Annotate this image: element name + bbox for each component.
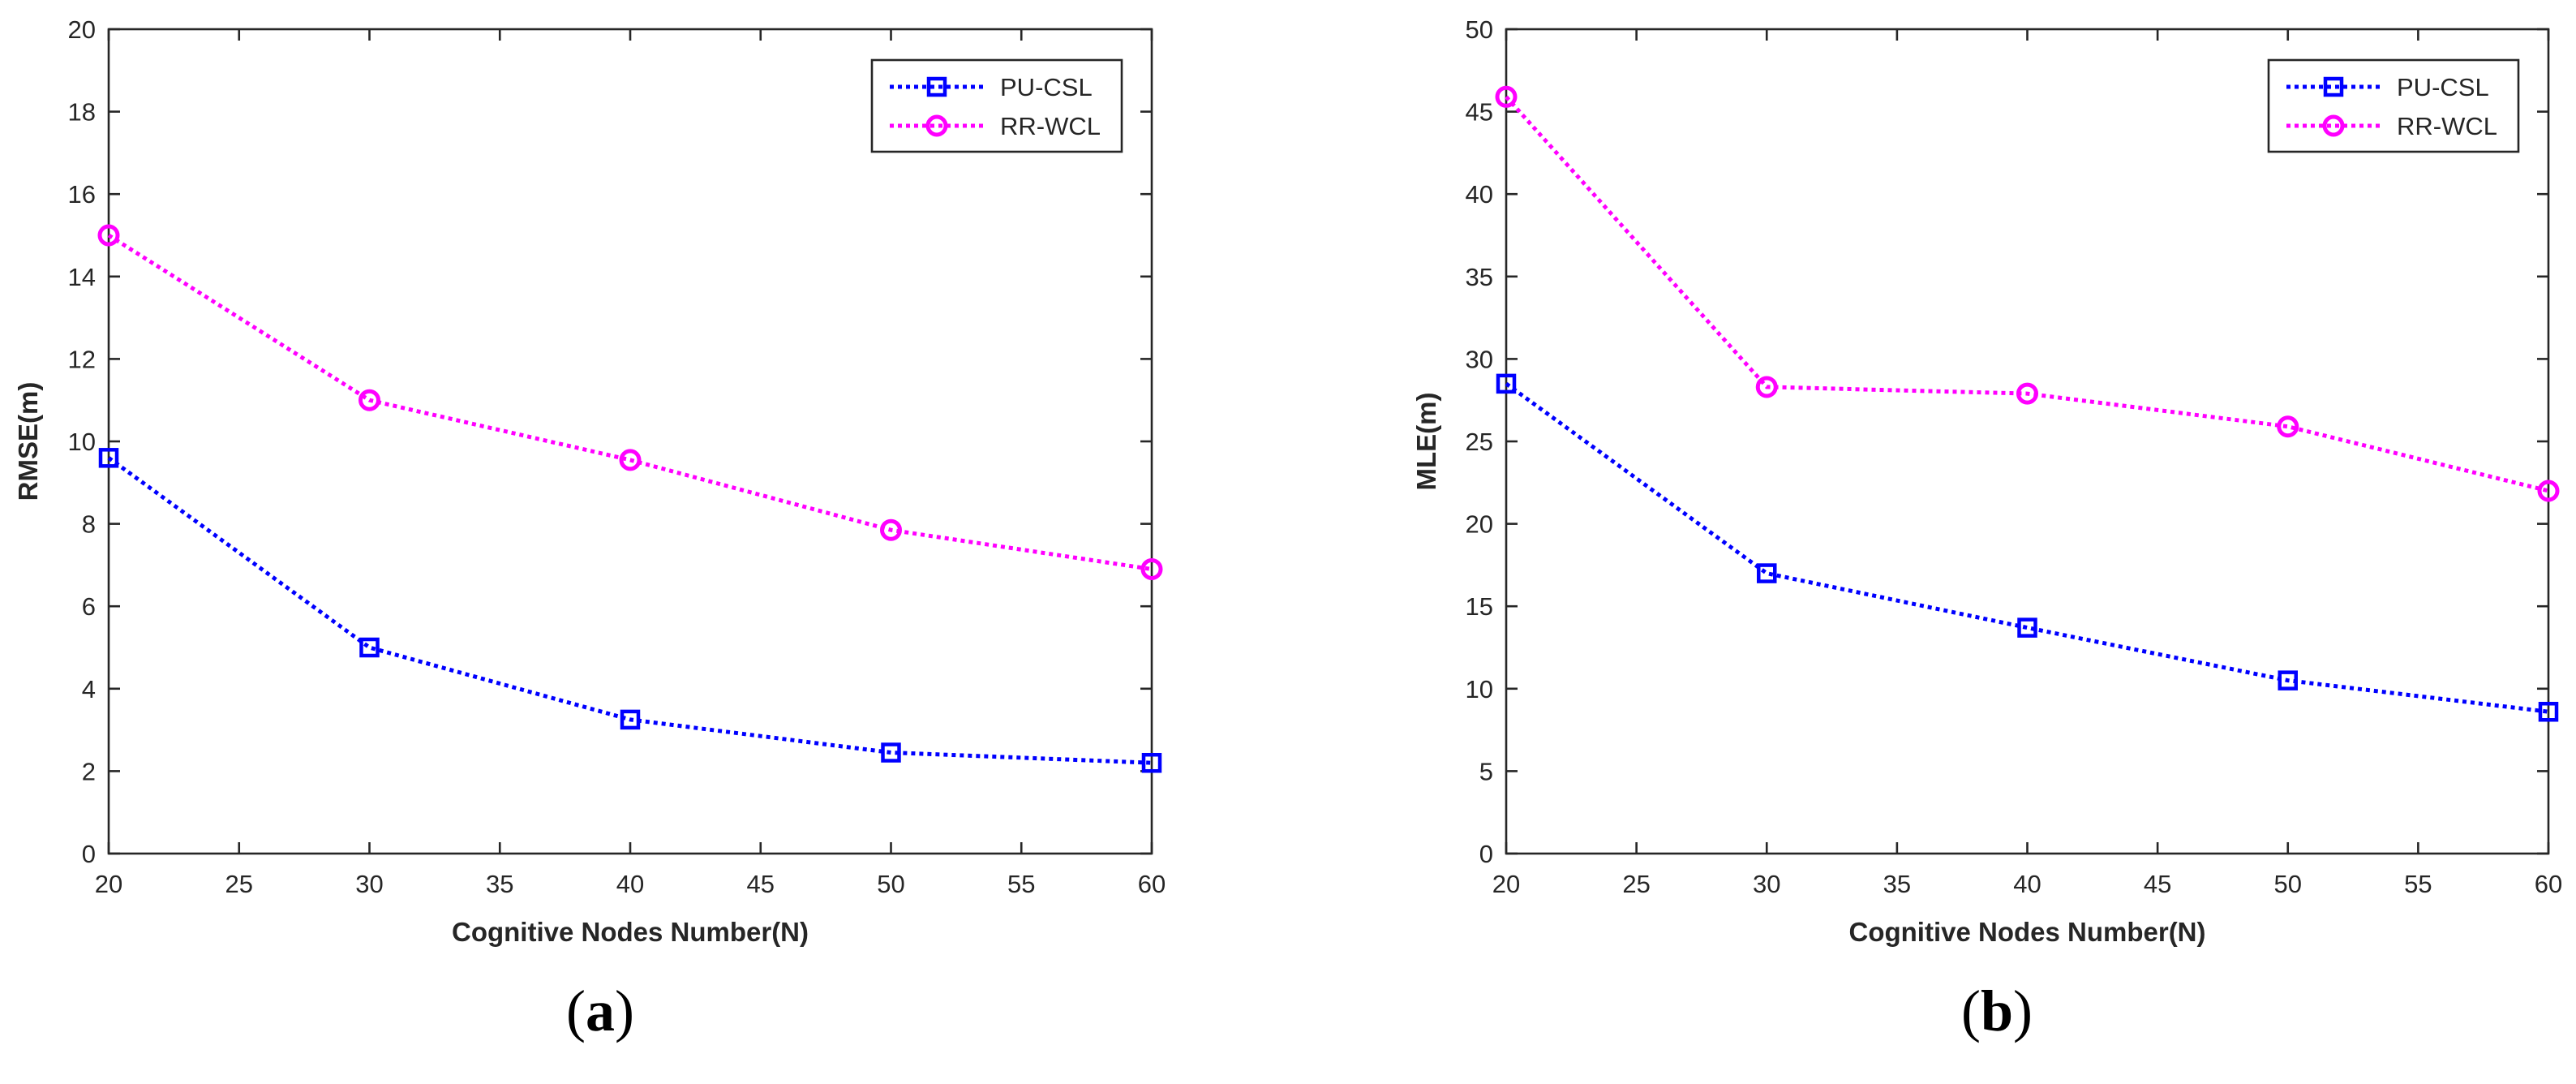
data-point — [2277, 415, 2299, 438]
legend-box — [2267, 58, 2520, 153]
axes-box — [107, 28, 1153, 855]
y-tick-label: 30 — [1466, 345, 1493, 373]
y-tick-label: 4 — [82, 675, 96, 703]
data-point — [1757, 563, 1777, 583]
y-tick-label: 35 — [1466, 263, 1493, 291]
legend-marker — [925, 114, 948, 137]
y-tick-label: 45 — [1466, 98, 1493, 127]
data-point — [1755, 376, 1778, 398]
caption-open: ( — [1961, 979, 1981, 1043]
series-line — [107, 233, 1153, 571]
x-tick-label: 30 — [355, 870, 383, 898]
y-tick-label: 0 — [1479, 840, 1493, 868]
y-axis-title: RMSE(m) — [13, 382, 43, 501]
x-tick-label: 35 — [1883, 870, 1911, 898]
legend-marker — [926, 76, 947, 97]
legend-label: PU-CSL — [1000, 73, 1093, 101]
chart-panel-b: 20 25 30 35 40 45 50 55 60 0 5 10 15 20 25 30 35 40 45 50 Co… — [1411, 15, 2562, 1043]
legend-marker — [2322, 114, 2345, 137]
data-point — [1141, 752, 1162, 773]
y-tick-label: 0 — [82, 840, 96, 868]
x-tick-label: 20 — [95, 870, 122, 898]
y-tick-label: 12 — [68, 345, 96, 373]
series-rr-wcl — [97, 224, 1163, 580]
series-pu-csl — [1496, 373, 2559, 722]
x-tick-label: 50 — [877, 870, 904, 898]
x-tick-label: 55 — [1007, 870, 1035, 898]
data-point — [2016, 382, 2038, 405]
data-point — [2538, 701, 2559, 722]
data-point — [880, 518, 902, 541]
x-tick-label: 60 — [2535, 870, 2562, 898]
panel-caption: (a) — [566, 979, 634, 1043]
x-axis-title: Cognitive Nodes Number(N) — [452, 917, 809, 947]
data-point — [98, 448, 119, 468]
y-tick-label: 6 — [82, 592, 96, 621]
series-rr-wcl — [1495, 85, 2560, 502]
series-line — [107, 456, 1153, 765]
legend: PU-CSL RR-WCL — [2267, 58, 2520, 153]
x-tick-label: 45 — [747, 870, 775, 898]
x-tick-label: 45 — [2144, 870, 2171, 898]
caption-close: ) — [615, 979, 634, 1043]
y-tick-label: 25 — [1466, 428, 1493, 456]
y-axis-title: MLE(m) — [1411, 393, 1441, 491]
caption-letter: b — [1981, 979, 2013, 1043]
panel-caption: (b) — [1961, 979, 2033, 1043]
y-tick-label: 50 — [1466, 15, 1493, 44]
legend: PU-CSL RR-WCL — [870, 58, 1123, 153]
y-tick-label: 5 — [1479, 757, 1493, 785]
x-tick-label: 35 — [486, 870, 513, 898]
data-point — [1495, 85, 1518, 108]
x-tick-label: 25 — [1622, 870, 1650, 898]
x-tick-label: 40 — [2013, 870, 2041, 898]
y-tick-label: 14 — [68, 263, 96, 291]
y-tick-label: 40 — [1466, 180, 1493, 209]
series-pu-csl — [98, 448, 1162, 773]
x-tick-label: 40 — [616, 870, 644, 898]
data-point — [358, 389, 380, 411]
legend-label: RR-WCL — [2397, 112, 2497, 140]
x-tick-label: 60 — [1138, 870, 1166, 898]
x-tick-label: 55 — [2404, 870, 2432, 898]
caption-open: ( — [566, 979, 586, 1043]
y-tick-label: 10 — [1466, 675, 1493, 703]
series-line — [1505, 381, 2549, 714]
caption-close: ) — [2013, 979, 2033, 1043]
y-tick-label: 15 — [1466, 592, 1493, 621]
legend-marker — [2323, 76, 2344, 97]
y-tick-label: 10 — [68, 428, 96, 456]
data-point — [1496, 373, 1517, 394]
x-tick-label: 30 — [1753, 870, 1780, 898]
y-tick-label: 20 — [68, 15, 96, 44]
chart-panel-a: 20 25 30 35 40 45 50 55 60 0 2 4 6 8 10 12 14 16 18 20 Cogni… — [13, 15, 1166, 1043]
series-line — [1505, 95, 2549, 493]
x-tick-label: 25 — [225, 870, 253, 898]
y-tick-label: 2 — [82, 757, 96, 785]
data-point — [1140, 557, 1163, 580]
data-point — [2278, 670, 2298, 690]
x-tick-label: 20 — [1492, 870, 1520, 898]
legend-box — [870, 58, 1123, 153]
x-axis-title: Cognitive Nodes Number(N) — [1848, 917, 2205, 947]
data-point — [620, 709, 641, 730]
data-point — [359, 637, 380, 658]
y-tick-label: 16 — [68, 180, 96, 209]
data-point — [619, 449, 642, 471]
data-point — [2017, 617, 2037, 638]
axes-box — [1505, 28, 2550, 855]
data-point — [97, 224, 120, 247]
y-tick-label: 8 — [82, 510, 96, 539]
data-point — [881, 742, 901, 763]
legend-label: RR-WCL — [1000, 112, 1101, 140]
y-tick-label: 18 — [68, 98, 96, 127]
y-tick-label: 20 — [1466, 510, 1493, 539]
data-point — [2537, 480, 2560, 502]
x-tick-label: 50 — [2274, 870, 2302, 898]
legend-label: PU-CSL — [2397, 73, 2489, 101]
caption-letter: a — [586, 979, 615, 1043]
